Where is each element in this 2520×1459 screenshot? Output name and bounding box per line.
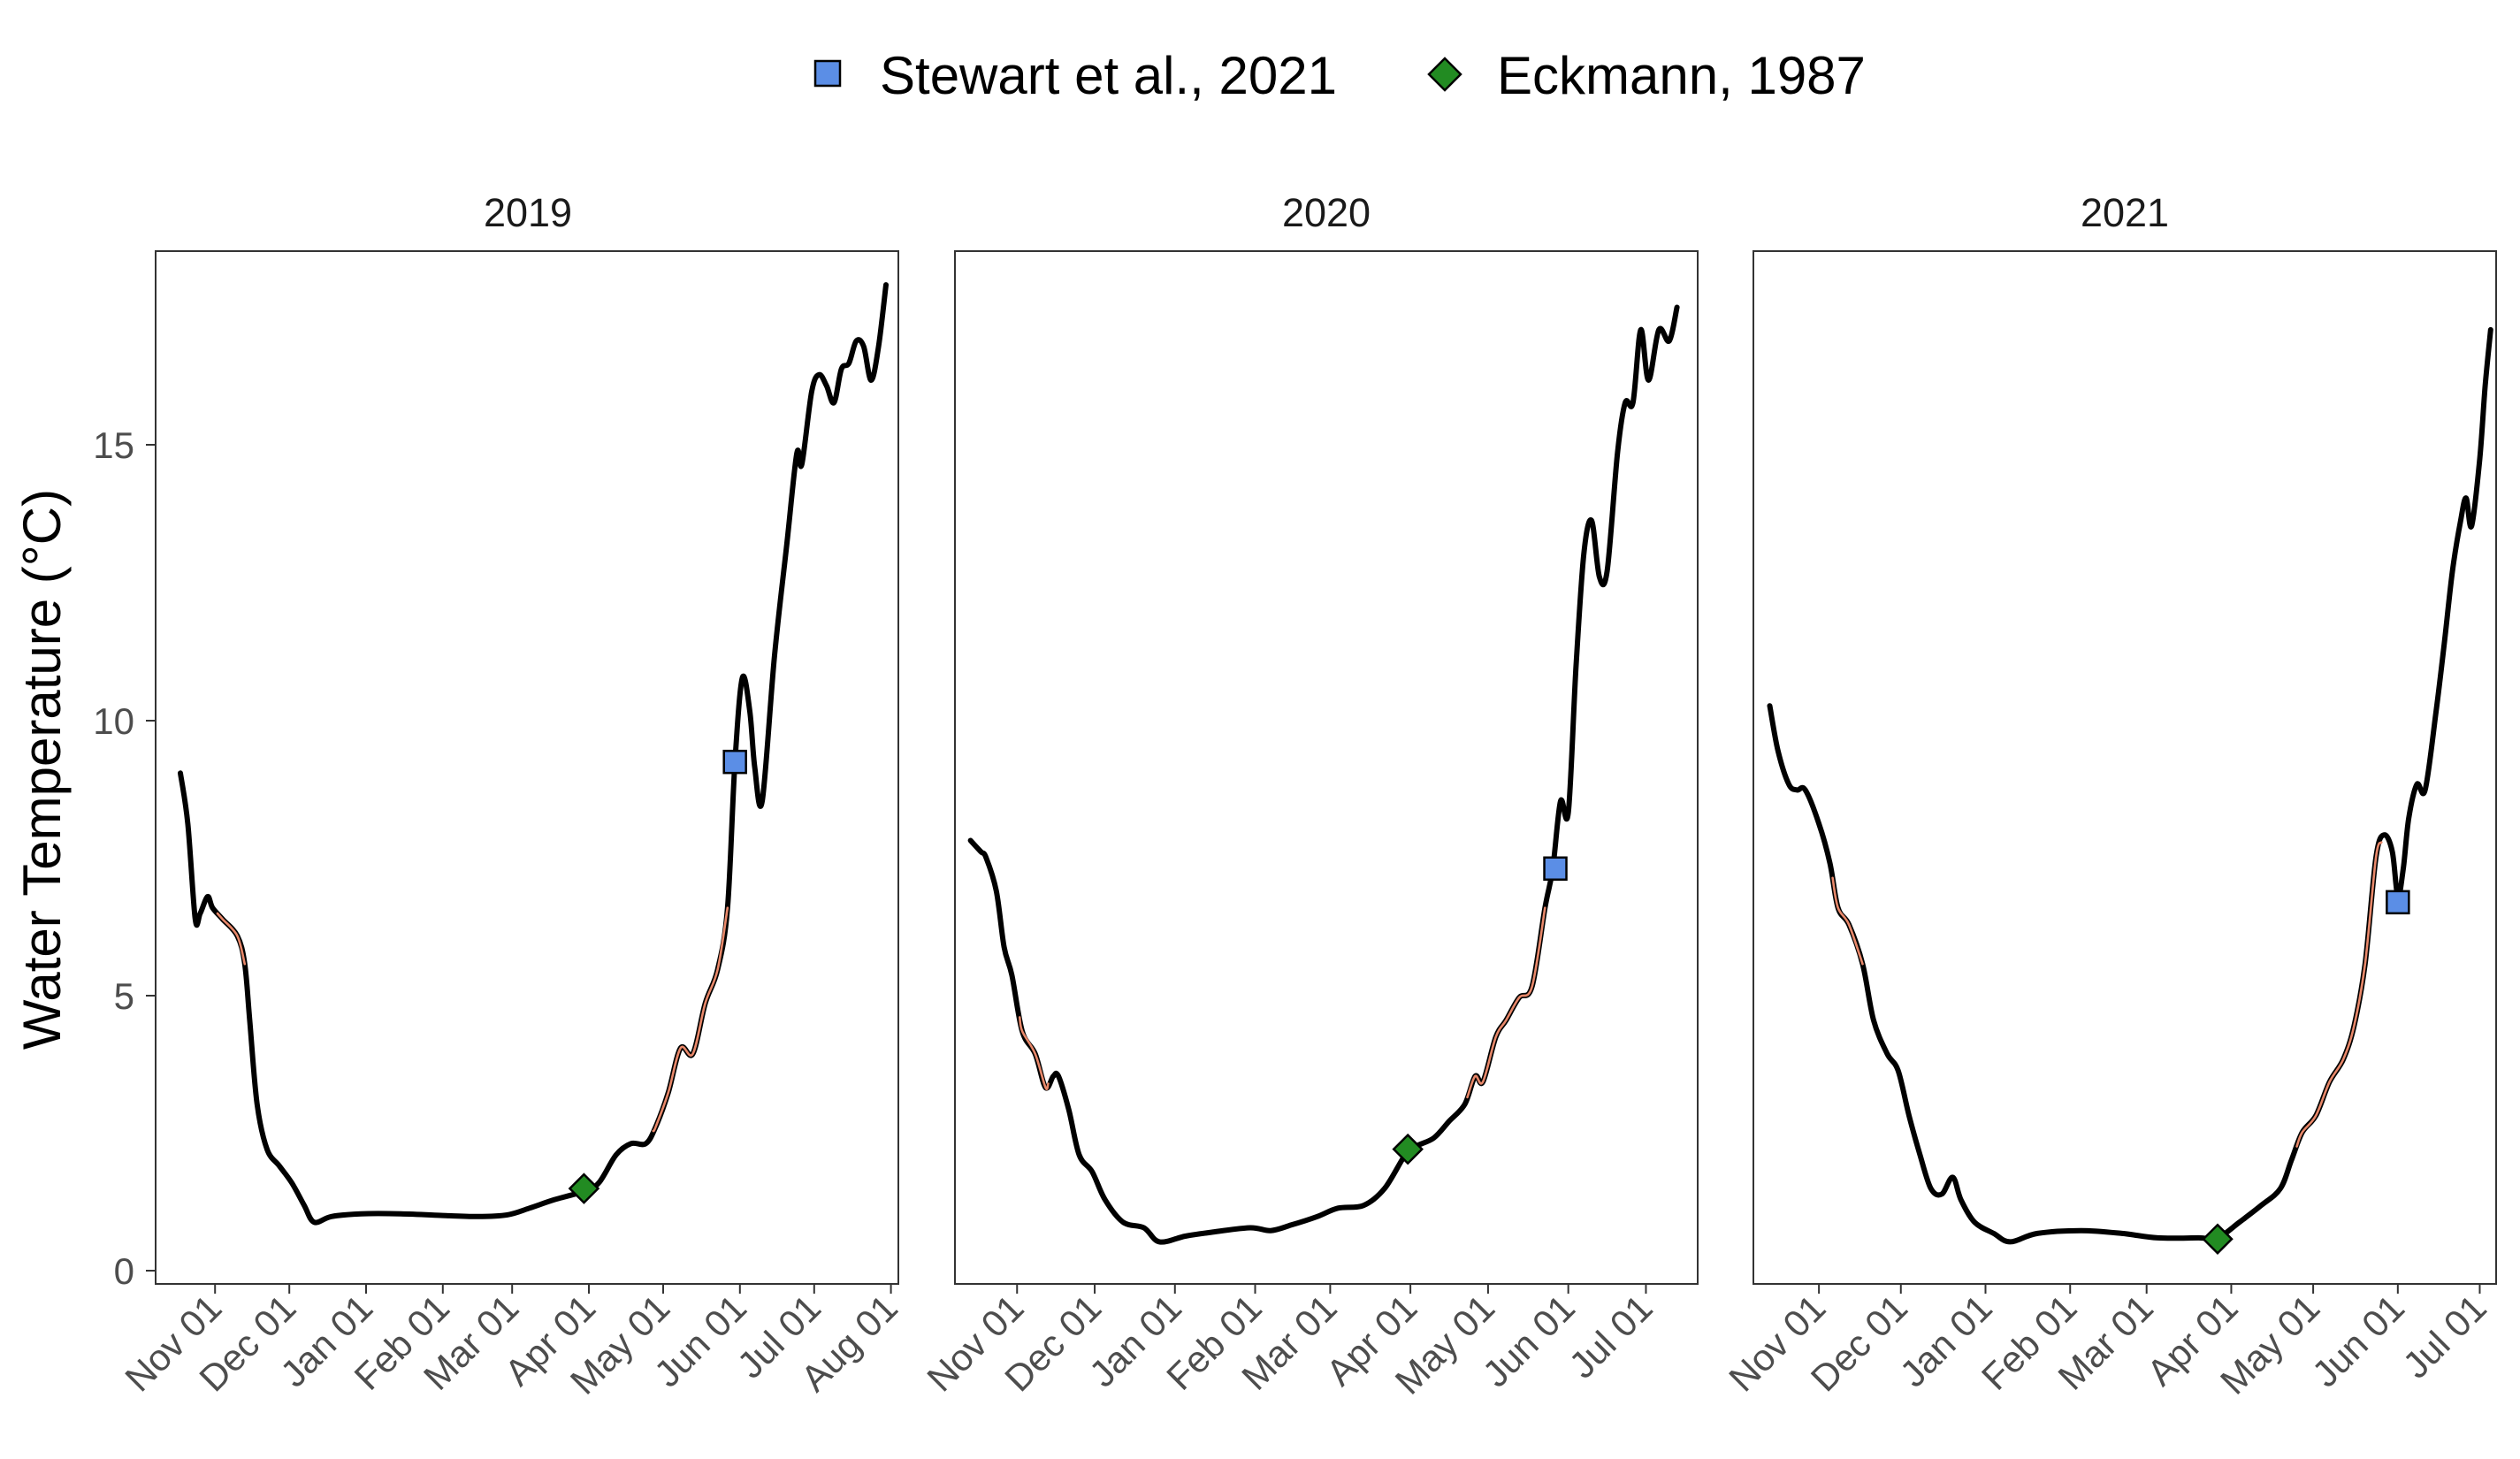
eckmann-marker	[1392, 1133, 1424, 1165]
stewart-marker	[1543, 856, 1568, 882]
x-tick-label: Jun 01	[1475, 1287, 1583, 1394]
y-tick-label: 15	[93, 424, 134, 466]
highlight-segment	[2295, 841, 2383, 1148]
highlight-segment	[652, 906, 729, 1133]
stewart-marker	[2386, 890, 2410, 915]
legend: Stewart et al., 2021 Eckmann, 1987	[813, 46, 1866, 105]
temperature-line	[1767, 326, 2493, 1245]
y-tick-label: 5	[114, 975, 134, 1017]
highlight-segment	[1831, 876, 1864, 966]
eckmann-marker	[2202, 1223, 2234, 1255]
legend-label-stewart: Stewart et al., 2021	[880, 46, 1337, 105]
temperature-line	[967, 304, 1680, 1245]
panel-border	[155, 250, 899, 1285]
panel-title: 2021	[2081, 190, 2169, 235]
eckmann-marker	[568, 1173, 600, 1204]
highlight-segment	[1018, 1016, 1050, 1090]
x-tick-label: Jul 01	[1561, 1287, 1660, 1386]
highlight-segment	[1466, 906, 1546, 1099]
highlight-segment	[216, 912, 247, 966]
panel-title: 2020	[1282, 190, 1371, 235]
y-tick-label: 0	[114, 1250, 134, 1292]
stewart-marker	[722, 749, 747, 775]
legend-key-stewart	[813, 59, 842, 88]
panel-border	[954, 250, 1699, 1285]
temperature-line	[178, 282, 889, 1226]
y-tick-label: 10	[93, 700, 134, 742]
legend-key-eckmann	[1427, 57, 1462, 92]
x-tick-label: Jun 01	[2304, 1287, 2412, 1394]
y-axis-label: Water Temperature (°C)	[12, 489, 72, 1050]
legend-label-eckmann: Eckmann, 1987	[1497, 46, 1866, 105]
y-axis-ticks: 0 5 10 15	[93, 424, 156, 1292]
panel-title: 2019	[484, 190, 572, 235]
panel-border	[1753, 250, 2497, 1285]
x-tick-label: Jul 01	[2394, 1287, 2493, 1386]
